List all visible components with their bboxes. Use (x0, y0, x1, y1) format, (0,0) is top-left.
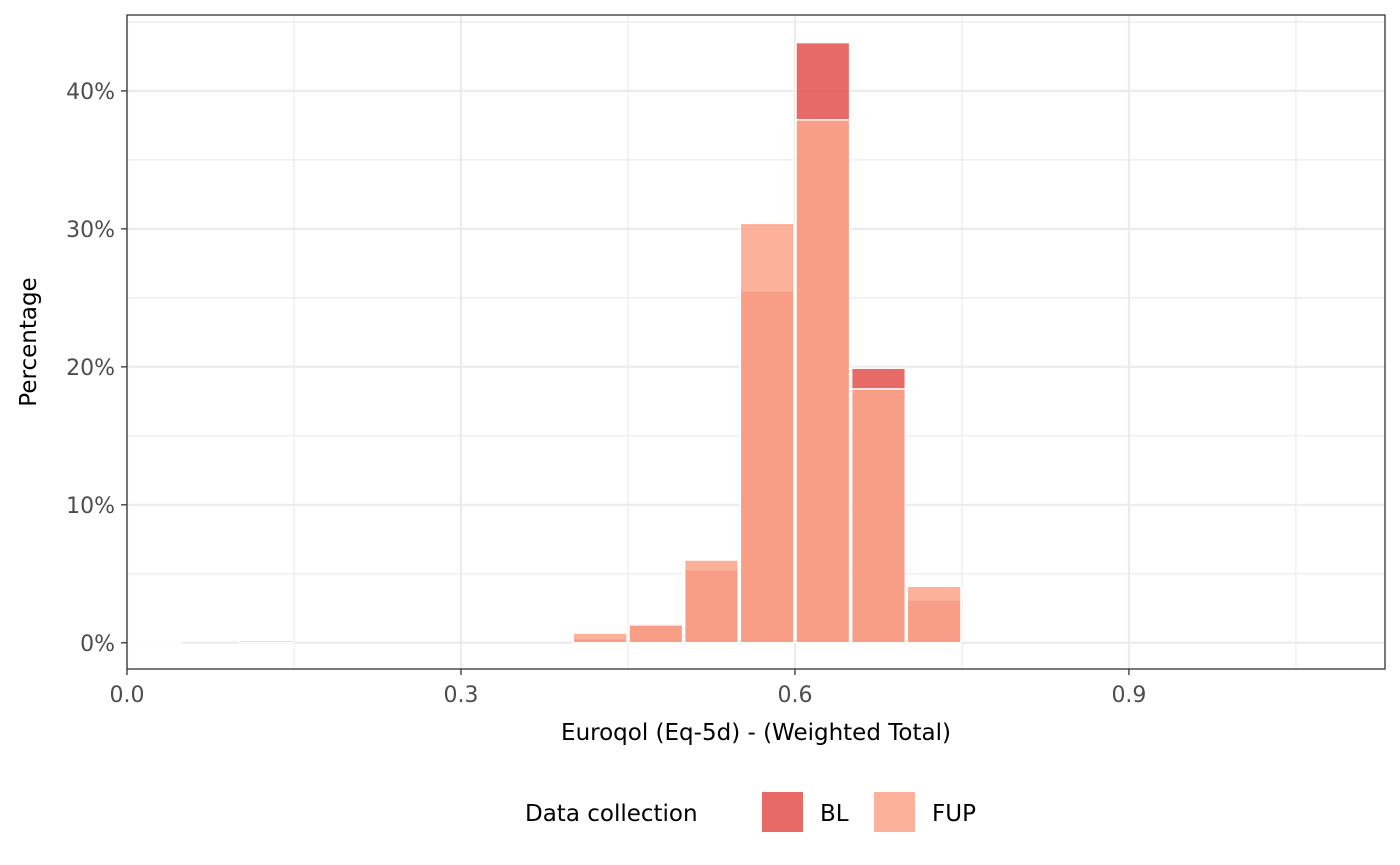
bar-fup (238, 639, 294, 644)
legend-label-fup: FUP (932, 801, 976, 827)
x-tick-label: 0.0 (110, 683, 145, 708)
bar-fup (739, 222, 795, 644)
y-axis-title: Percentage (16, 277, 42, 406)
bar-bl (127, 641, 183, 644)
legend-key-bl (762, 792, 803, 832)
x-tick-label: 0.6 (777, 683, 812, 708)
y-tick-label: 30% (66, 218, 115, 243)
x-axis-title: Euroqol (Eq-5d) - (Weighted Total) (561, 720, 951, 746)
x-tick-label: 0.9 (1111, 683, 1146, 708)
bar-fup (795, 119, 851, 644)
panel-border (126, 14, 1386, 670)
legend: Data collection BL FUP (525, 792, 976, 832)
y-axis: 0% 10% 20% 30% 40% (66, 80, 127, 657)
legend-key-fup (874, 792, 915, 832)
bar-fup (628, 624, 684, 644)
y-tick-label: 0% (80, 632, 115, 657)
bar-fup (906, 585, 962, 644)
y-tick-label: 10% (66, 494, 115, 519)
y-tick-label: 40% (66, 80, 115, 105)
y-tick-label: 20% (66, 356, 115, 381)
legend-title: Data collection (525, 801, 698, 827)
x-axis: 0.0 0.3 0.6 0.9 (110, 669, 1146, 708)
legend-label-bl: BL (820, 801, 849, 827)
bar-fup (850, 388, 907, 644)
bar-fup (683, 559, 740, 644)
x-tick-label: 0.3 (443, 683, 478, 708)
bars (127, 41, 962, 644)
bar-fup (572, 632, 628, 644)
